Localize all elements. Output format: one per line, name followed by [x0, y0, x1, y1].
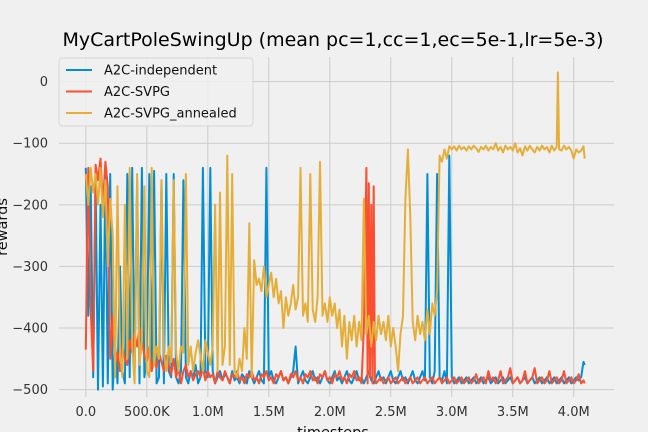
y-tick-label: −500 — [12, 383, 48, 398]
x-tick-label: 1.5M — [253, 405, 285, 420]
y-tick-label: 0 — [40, 75, 48, 90]
x-axis-label: timesteps — [297, 425, 369, 432]
y-tick-label: −100 — [12, 137, 48, 152]
y-axis-label: rewards — [0, 198, 11, 256]
y-tick-label: −300 — [12, 260, 48, 275]
series-line-a2c-svpg — [84, 157, 586, 385]
x-tick-label: 3.0M — [436, 405, 468, 420]
x-tick-labels: 0.0 500.0K 1.0M 1.5M 2.0M 2.5M 3.0M 3.5M 4.0M — [75, 405, 589, 420]
legend: A2C-independent A2C-SVPG A2C-SVPG_annealed — [58, 57, 254, 127]
x-tick-label: 500.0K — [124, 405, 170, 420]
chart-title: MyCartPoleSwingUp (mean pc=1,cc=1,ec=5e-… — [63, 29, 604, 51]
x-tick-label: 2.0M — [314, 405, 346, 420]
series-line-a2c-svpg-annealed — [84, 71, 586, 385]
legend-entry: A2C-SVPG_annealed — [104, 107, 237, 122]
x-tick-label: 3.5M — [497, 405, 529, 420]
x-tick-label: 0.0 — [75, 405, 96, 420]
y-tick-label: −200 — [12, 198, 48, 213]
x-tick-label: 4.0M — [558, 405, 590, 420]
legend-box — [58, 57, 254, 127]
x-tick-label: 2.5M — [375, 405, 407, 420]
legend-entry: A2C-SVPG — [104, 85, 170, 100]
series-lines — [84, 71, 586, 391]
x-tick-label: 1.0M — [192, 405, 224, 420]
y-tick-label: −400 — [12, 322, 48, 337]
legend-entry: A2C-independent — [104, 64, 217, 79]
y-tick-labels: 0 −100 −200 −300 −400 −500 — [12, 75, 48, 398]
